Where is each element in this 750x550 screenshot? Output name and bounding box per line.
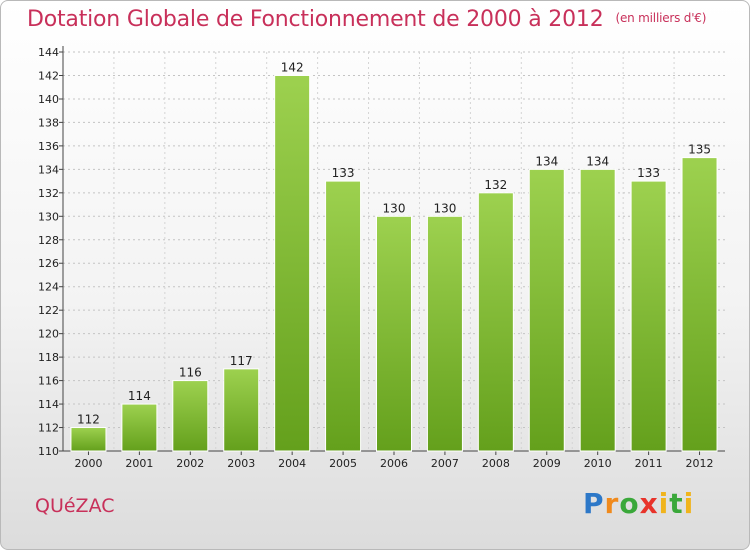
logo-letter: i xyxy=(658,487,670,520)
labels: 110 112 114 116 118 120 122 124 126 128 130 132 134 1… xyxy=(38,46,714,470)
y-tick-label: 126 xyxy=(38,257,59,270)
x-tick-label: 2003 xyxy=(227,457,255,470)
bar-value-label: 114 xyxy=(128,389,151,403)
y-tick-label: 114 xyxy=(38,398,59,411)
y-tick-label: 118 xyxy=(38,351,59,364)
bar xyxy=(70,427,107,452)
bar xyxy=(579,168,616,452)
y-tick-label: 124 xyxy=(38,281,59,294)
x-tick-label: 2004 xyxy=(278,457,306,470)
y-tick-label: 116 xyxy=(38,375,59,388)
x-tick-label: 2009 xyxy=(533,457,561,470)
x-tick-label: 2002 xyxy=(176,457,204,470)
bar xyxy=(274,74,311,452)
bar-value-label: 142 xyxy=(281,60,304,74)
logo-letter: x xyxy=(639,487,659,520)
y-tick-label: 110 xyxy=(38,445,59,458)
chart-title-text: Dotation Globale de Fonctionnement de 20… xyxy=(27,7,604,32)
y-tick-label: 112 xyxy=(38,422,59,435)
bar-value-label: 112 xyxy=(77,413,100,427)
bar-value-label: 134 xyxy=(586,154,609,168)
y-tick-label: 122 xyxy=(38,304,59,317)
y-tick-label: 128 xyxy=(38,234,59,247)
logo-letter: t xyxy=(669,487,684,520)
bar-value-label: 130 xyxy=(433,201,456,215)
y-tick-label: 130 xyxy=(38,210,59,223)
y-tick-label: 140 xyxy=(38,93,59,106)
x-tick-label: 2008 xyxy=(482,457,510,470)
chart-unit: (en milliers d'€) xyxy=(615,11,707,25)
chart-title: Dotation Globale de Fonctionnement de 20… xyxy=(27,7,706,32)
bar xyxy=(121,403,158,452)
y-tick-label: 142 xyxy=(38,69,59,82)
bar-value-label: 135 xyxy=(688,143,711,157)
y-tick-label: 132 xyxy=(38,187,59,200)
bar xyxy=(223,368,260,452)
x-tick-label: 2001 xyxy=(125,457,153,470)
x-tick-label: 2011 xyxy=(635,457,663,470)
x-tick-label: 2006 xyxy=(380,457,408,470)
bar xyxy=(528,168,565,452)
bar xyxy=(630,180,667,452)
bar-value-label: 133 xyxy=(332,166,355,180)
x-tick-label: 2005 xyxy=(329,457,357,470)
bar-value-label: 116 xyxy=(179,366,202,380)
bar-value-label: 134 xyxy=(535,154,558,168)
logo-letter: r xyxy=(604,487,620,520)
logo-letter: i xyxy=(683,487,695,520)
x-tick-label: 2010 xyxy=(584,457,612,470)
y-tick-label: 134 xyxy=(38,163,59,176)
proxiti-logo: Proxiti xyxy=(583,487,694,520)
y-tick-label: 136 xyxy=(38,140,59,153)
logo-letter: o xyxy=(619,487,640,520)
commune-name: QUéZAC xyxy=(35,495,115,517)
bar xyxy=(172,380,209,452)
bar xyxy=(325,180,362,452)
y-tick-label: 144 xyxy=(38,46,59,59)
bar-value-label: 133 xyxy=(637,166,660,180)
y-tick-label: 138 xyxy=(38,116,59,129)
bar-value-label: 130 xyxy=(383,201,406,215)
logo-letter: P xyxy=(583,487,605,520)
y-tick-label: 120 xyxy=(38,328,59,341)
bar xyxy=(426,215,463,452)
x-tick-label: 2012 xyxy=(686,457,714,470)
x-tick-label: 2000 xyxy=(74,457,102,470)
bar-value-label: 132 xyxy=(484,178,507,192)
bars xyxy=(70,74,718,452)
bar-value-label: 117 xyxy=(230,354,253,368)
bar xyxy=(681,157,718,452)
bar xyxy=(376,215,412,452)
x-tick-label: 2007 xyxy=(431,457,459,470)
bar-chart: 110 112 114 116 118 120 122 124 126 128 130 132 134 1… xyxy=(38,46,725,470)
bar xyxy=(477,192,514,452)
